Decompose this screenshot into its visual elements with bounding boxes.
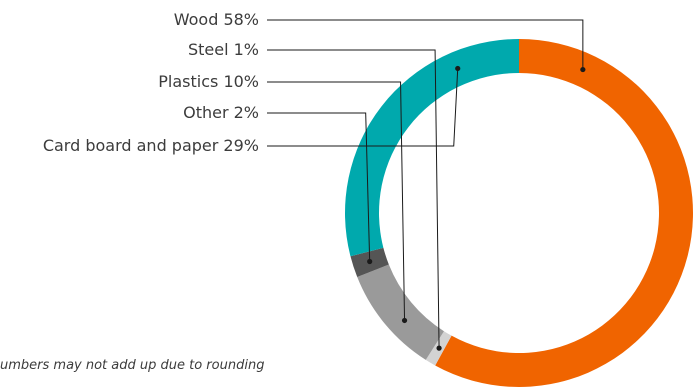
label-cardboard-paper: Card board and paper 29%: [43, 136, 259, 155]
leader-line-plastics: [267, 81, 406, 321]
leader-dot-steel: [436, 345, 442, 351]
slice-wood: [435, 39, 693, 388]
slice-cardboard-paper: [345, 39, 519, 257]
footnote: umbers may not add up due to rounding: [0, 358, 265, 373]
leader-line-cardboard-paper: [267, 68, 459, 147]
donut-slices: [345, 39, 693, 388]
leader-line-wood: [267, 19, 584, 70]
leader-dot-wood: [580, 66, 586, 73]
label-plastics: Plastics 10%: [158, 72, 259, 91]
label-wood: Wood 58%: [174, 10, 259, 29]
slice-labels: Wood 58% Steel 1% Plastics 10% Other 2% …: [43, 10, 259, 155]
leader-lines: [267, 19, 586, 351]
leader-dot-other: [367, 258, 373, 265]
label-other: Other 2%: [183, 103, 259, 122]
leader-line-other: [267, 112, 371, 262]
leader-dot-cardboard-paper: [455, 65, 461, 72]
leader-line-steel: [267, 49, 440, 349]
leader-dot-plastics: [401, 317, 408, 324]
label-steel: Steel 1%: [188, 40, 259, 59]
slice-plastics: [357, 264, 444, 360]
